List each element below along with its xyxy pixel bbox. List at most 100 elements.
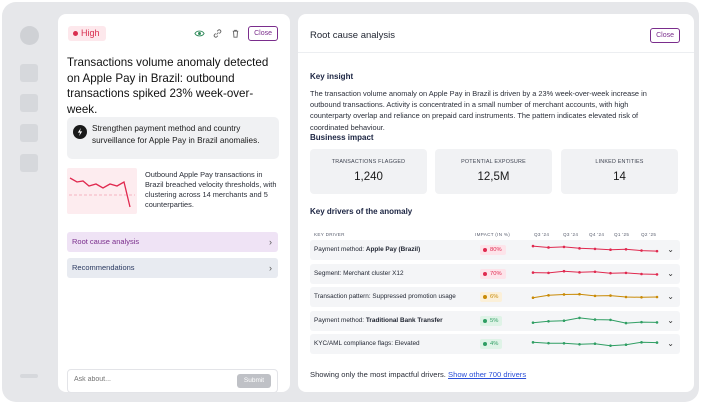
alert-toolbar: Close bbox=[194, 26, 278, 41]
driver-name-emphasis: Traditional Bank Transfer bbox=[365, 316, 443, 324]
ask-input[interactable] bbox=[74, 376, 224, 383]
root-cause-panel: Root cause analysis Close Key insight Th… bbox=[298, 14, 694, 392]
impact-dot bbox=[483, 271, 487, 276]
driver-row[interactable]: Segment: Merchant cluster X12 70% ⌄ bbox=[310, 263, 680, 284]
impact-value: 70% bbox=[490, 270, 502, 277]
panel-close-button[interactable]: Close bbox=[650, 28, 680, 43]
impact-badge: 70% bbox=[480, 268, 506, 279]
trend-point bbox=[655, 272, 659, 276]
show-more-drivers-link[interactable]: Show other 700 drivers bbox=[448, 370, 527, 379]
trend-point bbox=[655, 249, 659, 253]
chevron-down-icon[interactable]: ⌄ bbox=[667, 245, 674, 254]
footer-text: Showing only the most impactful drivers. bbox=[310, 370, 446, 379]
column-tick: Q2 '25 bbox=[641, 232, 657, 237]
trend-point bbox=[531, 320, 535, 324]
rail-nav-item-1[interactable] bbox=[20, 64, 38, 82]
driver-row[interactable]: Transaction pattern: Suppressed promotio… bbox=[310, 287, 680, 307]
driver-name: Payment method: Traditional Bank Transfe… bbox=[314, 311, 443, 331]
trend-point bbox=[640, 249, 643, 252]
trend-point bbox=[609, 318, 612, 321]
rail-bottom-handle[interactable] bbox=[20, 374, 38, 378]
alert-summary: Outbound Apple Pay transactions in Brazi… bbox=[145, 170, 277, 209]
trend-point bbox=[547, 319, 550, 323]
driver-name-prefix: Payment method: bbox=[314, 316, 366, 324]
trend-point bbox=[655, 341, 659, 344]
trend-point bbox=[531, 270, 535, 274]
impact-dot bbox=[483, 295, 487, 299]
trend-point bbox=[562, 318, 566, 322]
metric-value: 1,240 bbox=[354, 171, 383, 183]
impact-dot bbox=[483, 248, 487, 252]
trend-point bbox=[624, 343, 628, 346]
rail-nav-item-4[interactable] bbox=[20, 154, 38, 172]
driver-name-prefix: Payment method: bbox=[314, 246, 366, 253]
trend-point bbox=[562, 342, 566, 345]
divider bbox=[298, 52, 694, 53]
recommendation-text: Strengthen payment method and country su… bbox=[92, 124, 260, 145]
impact-value: 80% bbox=[490, 247, 502, 253]
rail-nav-item-3[interactable] bbox=[20, 124, 38, 142]
driver-name-emphasis: Apple Pay (Brazil) bbox=[365, 246, 421, 253]
impact-badge: 5% bbox=[480, 315, 503, 326]
driver-name: KYC/AML compliance flags: Elevated bbox=[314, 334, 420, 354]
impact-value: 5% bbox=[490, 317, 499, 324]
close-button[interactable]: Close bbox=[248, 26, 278, 41]
impact-value: 4% bbox=[490, 341, 499, 347]
driver-row[interactable]: Payment method: Traditional Bank Transfe… bbox=[310, 310, 680, 331]
trend-point bbox=[640, 272, 643, 275]
trend-point bbox=[531, 341, 535, 344]
metric-value: 14 bbox=[613, 171, 626, 183]
trend-point bbox=[655, 320, 659, 324]
drivers-footer: Showing only the most impactful drivers.… bbox=[310, 370, 526, 379]
key-insight-text: The transaction volume anomaly on Apple … bbox=[310, 89, 647, 132]
trend-point bbox=[578, 342, 581, 346]
submit-button[interactable]: Submit bbox=[237, 374, 271, 388]
alert-panel: High Close Transactions volume anomaly d… bbox=[58, 14, 290, 393]
column-tick: Q1 '25 bbox=[614, 232, 630, 237]
impact-value: 6% bbox=[490, 294, 499, 300]
impact-badge: 80% bbox=[480, 245, 506, 255]
driver-row[interactable]: Payment method: Apple Pay (Brazil) 80% ⌄ bbox=[310, 240, 680, 260]
chevron-down-icon[interactable]: ⌄ bbox=[667, 315, 674, 325]
nav-recommendations[interactable]: Recommendations › bbox=[67, 258, 278, 278]
metric-value: 12,5M bbox=[477, 171, 510, 183]
impact-dot bbox=[483, 318, 487, 323]
trend-point bbox=[547, 294, 550, 297]
avatar[interactable] bbox=[20, 26, 39, 45]
chevron-down-icon[interactable]: ⌄ bbox=[667, 268, 674, 278]
trend-point bbox=[562, 269, 566, 272]
trend-point bbox=[655, 295, 659, 299]
trend-point bbox=[593, 269, 597, 273]
nav-label: Recommendations bbox=[72, 263, 135, 272]
impact-badge: 6% bbox=[480, 292, 503, 302]
impact-dot bbox=[483, 342, 487, 346]
trend-point bbox=[562, 245, 566, 249]
driver-name: Payment method: Apple Pay (Brazil) bbox=[314, 240, 420, 260]
trend-point bbox=[531, 244, 535, 248]
trend-point bbox=[640, 320, 643, 323]
trend-point bbox=[593, 247, 597, 251]
driver-row[interactable]: KYC/AML compliance flags: Elevated 4% ⌄ bbox=[310, 334, 680, 354]
nav-root-cause-analysis[interactable]: Root cause analysis › bbox=[67, 232, 278, 252]
side-rail bbox=[10, 12, 50, 392]
trend-point bbox=[593, 317, 597, 321]
chevron-down-icon[interactable]: ⌄ bbox=[667, 339, 674, 348]
rail-nav-item-2[interactable] bbox=[20, 94, 38, 112]
link-icon[interactable] bbox=[212, 28, 223, 39]
trend-point bbox=[624, 248, 628, 251]
chevron-right-icon: › bbox=[269, 263, 272, 273]
lightning-icon bbox=[73, 125, 87, 139]
metric-label: LINKED ENTITIES bbox=[595, 159, 644, 165]
trend-point bbox=[593, 342, 597, 346]
trend-sparkline bbox=[531, 244, 659, 253]
trend-point bbox=[609, 271, 612, 274]
trend-sparkline bbox=[531, 341, 659, 347]
chevron-down-icon[interactable]: ⌄ bbox=[667, 292, 674, 301]
trend-sparkline bbox=[531, 316, 659, 324]
metric-card: POTENTIAL EXPOSURE 12,5M bbox=[435, 149, 552, 194]
eye-icon[interactable] bbox=[194, 28, 205, 39]
trash-icon[interactable] bbox=[230, 28, 241, 39]
impact-badge: 4% bbox=[480, 339, 503, 349]
anomaly-sparkline bbox=[67, 168, 137, 214]
